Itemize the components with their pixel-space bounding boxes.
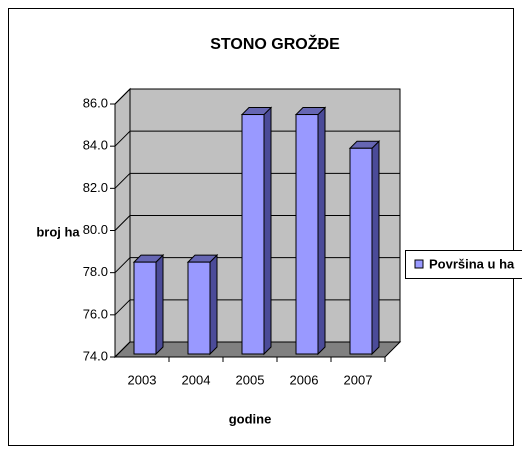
bar <box>349 147 373 355</box>
bar-side <box>317 106 326 356</box>
y-tick-label: 78.0 <box>83 264 108 279</box>
chart-title: STONO GROŽĐE <box>210 34 340 53</box>
x-tick-label: 2004 <box>182 372 211 387</box>
bar-side <box>209 253 218 356</box>
legend-box <box>405 250 522 279</box>
bar-side <box>155 253 164 356</box>
bar-side <box>263 106 272 356</box>
y-tick-label: 76.0 <box>83 306 108 321</box>
x-tick-label: 2003 <box>128 372 157 387</box>
bar <box>241 114 265 355</box>
x-tick-label: 2007 <box>344 372 373 387</box>
y-tick-label: 74.0 <box>83 348 108 363</box>
bar <box>133 261 157 355</box>
legend-label: Površina u ha <box>429 256 515 271</box>
y-tick-label: 80.0 <box>83 222 108 237</box>
x-tick-label: 2006 <box>290 372 319 387</box>
bar <box>295 114 319 355</box>
bar-side <box>371 140 380 356</box>
legend-swatch <box>414 259 424 269</box>
y-tick-label: 82.0 <box>83 180 108 195</box>
bar <box>187 261 211 355</box>
grid-line <box>114 88 400 105</box>
y-axis-label: broj ha <box>36 224 80 239</box>
x-axis-label: godine <box>229 411 272 426</box>
y-tick-label: 84.0 <box>83 138 108 153</box>
y-tick-label: 86.0 <box>83 95 108 110</box>
x-tick-label: 2005 <box>236 372 265 387</box>
